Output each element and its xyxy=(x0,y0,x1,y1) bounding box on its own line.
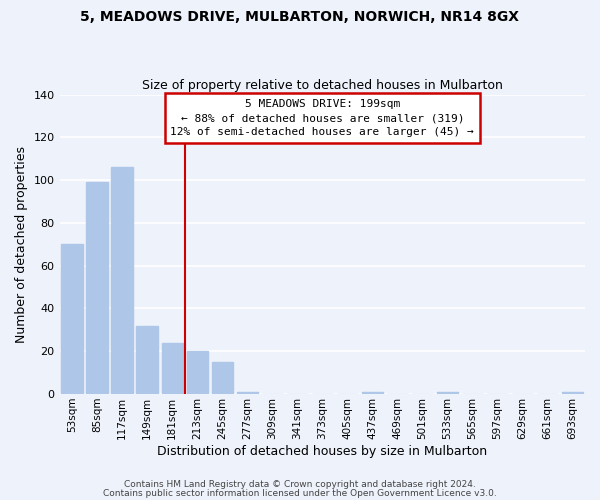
Bar xyxy=(86,182,108,394)
Bar xyxy=(187,352,208,394)
Text: Contains public sector information licensed under the Open Government Licence v3: Contains public sector information licen… xyxy=(103,488,497,498)
Bar xyxy=(362,392,383,394)
Bar xyxy=(136,326,158,394)
Bar xyxy=(161,342,183,394)
Text: Contains HM Land Registry data © Crown copyright and database right 2024.: Contains HM Land Registry data © Crown c… xyxy=(124,480,476,489)
Text: 5, MEADOWS DRIVE, MULBARTON, NORWICH, NR14 8GX: 5, MEADOWS DRIVE, MULBARTON, NORWICH, NR… xyxy=(80,10,520,24)
Bar xyxy=(236,392,258,394)
Y-axis label: Number of detached properties: Number of detached properties xyxy=(15,146,28,343)
Bar xyxy=(212,362,233,394)
X-axis label: Distribution of detached houses by size in Mulbarton: Distribution of detached houses by size … xyxy=(157,444,487,458)
Bar xyxy=(437,392,458,394)
Bar xyxy=(112,168,133,394)
Bar xyxy=(61,244,83,394)
Title: Size of property relative to detached houses in Mulbarton: Size of property relative to detached ho… xyxy=(142,79,503,92)
Text: 5 MEADOWS DRIVE: 199sqm
← 88% of detached houses are smaller (319)
12% of semi-d: 5 MEADOWS DRIVE: 199sqm ← 88% of detache… xyxy=(170,99,474,137)
Bar xyxy=(562,392,583,394)
